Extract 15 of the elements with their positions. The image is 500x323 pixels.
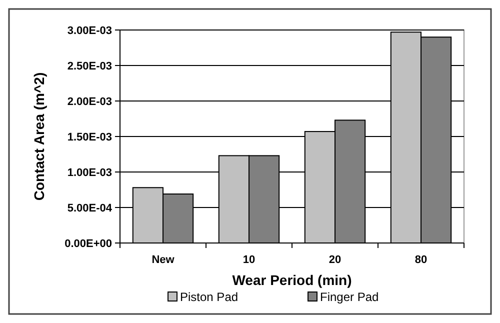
y-tick-label: 3.00E-03 xyxy=(67,24,112,37)
y-tick-label: 1.00E-03 xyxy=(67,166,112,179)
legend-label: Piston Pad xyxy=(180,290,238,304)
y-tick-label: 5.00E-04 xyxy=(67,202,113,214)
legend-label: Finger Pad xyxy=(320,290,379,304)
x-tick-label: 80 xyxy=(414,254,428,266)
x-tick-label: 10 xyxy=(242,254,256,266)
x-tick-label: New xyxy=(152,254,175,266)
x-tick-label: 20 xyxy=(328,254,342,266)
y-axis-title: Contact Area (m^2) xyxy=(31,72,47,201)
y-tick-label: 1.50E-03 xyxy=(67,131,112,144)
y-tick-label: 0.00E+00 xyxy=(64,238,112,250)
y-tick-label: 2.50E-03 xyxy=(67,60,112,72)
x-axis-title: Wear Period (min) xyxy=(232,272,352,288)
y-tick-label: 2.00E-03 xyxy=(67,96,112,108)
